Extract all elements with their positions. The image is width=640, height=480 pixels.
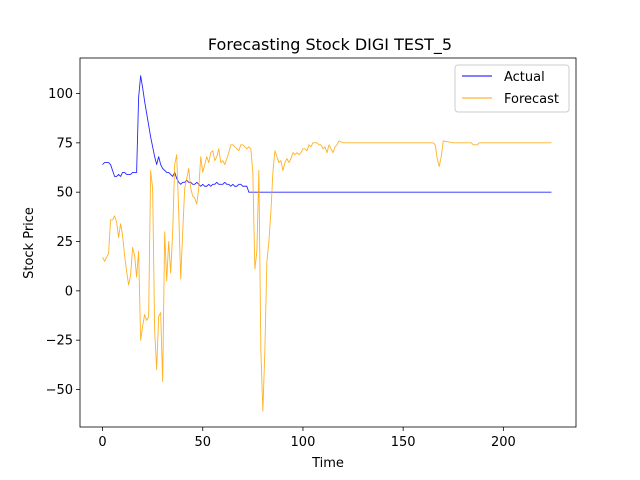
x-tick-label: 200 — [491, 435, 516, 450]
y-tick-label: 25 — [56, 235, 73, 250]
chart-title: Forecasting Stock DIGI TEST_5 — [208, 35, 452, 55]
y-axis-label: Stock Price — [22, 207, 37, 279]
y-tick-label: 50 — [56, 186, 73, 201]
x-axis-label: Time — [311, 456, 344, 471]
series-line-actual — [102, 75, 552, 193]
x-tick-label: 0 — [98, 435, 106, 450]
legend: Actual Forecast — [454, 64, 570, 113]
plot-frame — [79, 57, 577, 428]
legend-box — [454, 64, 570, 113]
legend-items: Actual Forecast — [462, 70, 559, 107]
x-tick-label: 150 — [391, 435, 416, 450]
series-layer — [102, 75, 552, 412]
y-tick-label: 100 — [48, 87, 73, 102]
y-axis: −50 −25 0 25 50 75 100 — [46, 87, 80, 398]
y-tick-label: −50 — [46, 383, 73, 398]
series-line-forecast — [102, 140, 552, 412]
x-tick-label: 50 — [194, 435, 211, 450]
x-tick-label: 100 — [291, 435, 316, 450]
plot-area — [79, 57, 577, 428]
y-tick-label: 75 — [56, 136, 73, 151]
legend-label-actual: Actual — [504, 70, 545, 85]
y-tick-label: −25 — [46, 334, 73, 349]
legend-label-forecast: Forecast — [504, 92, 559, 107]
plot-background — [80, 58, 576, 427]
x-axis: 0 50 100 150 200 — [98, 427, 516, 450]
y-tick-label: 0 — [65, 284, 73, 299]
